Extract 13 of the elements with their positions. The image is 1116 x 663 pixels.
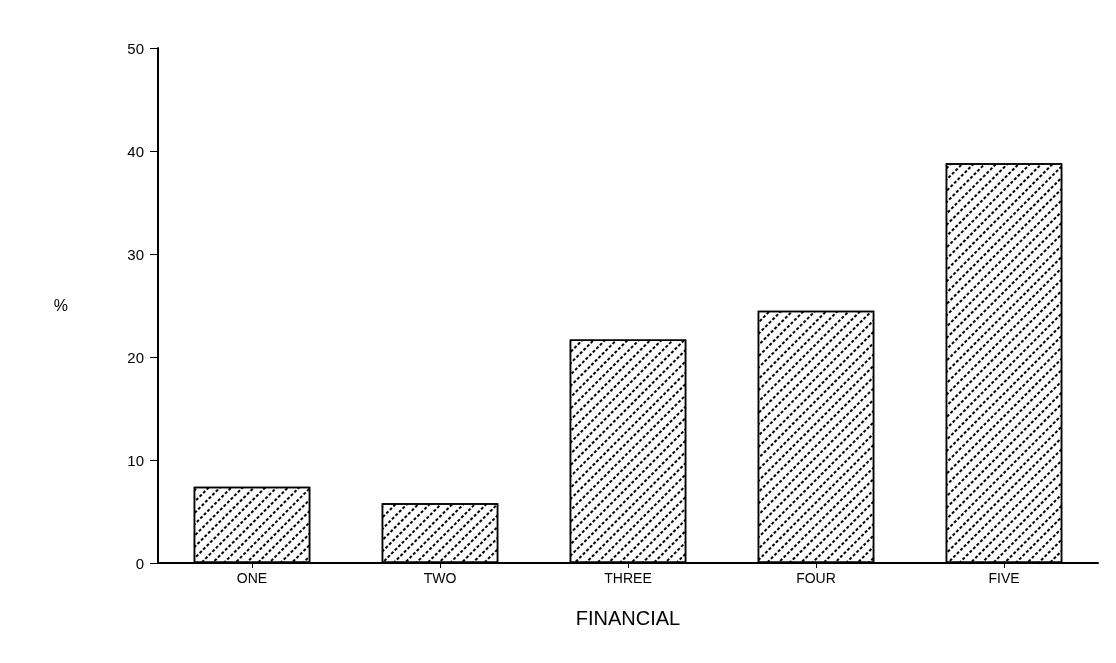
y-tick-label: 20 [127, 348, 144, 366]
x-tick-label: ONE [236, 570, 268, 586]
x-tick-label: TWO [423, 570, 457, 586]
y-tick-label: 50 [127, 39, 144, 57]
y-tick-label: 40 [127, 142, 144, 160]
x-tick-label: THREE [604, 570, 652, 586]
y-tick-label: 0 [135, 554, 144, 572]
x-tick-label: FIVE [988, 570, 1020, 586]
y-tick-label: 30 [127, 245, 144, 263]
y-axis-title: % [53, 297, 68, 314]
x-tick-label: FOUR [796, 570, 836, 586]
y-tick-label: 10 [127, 451, 144, 469]
x-axis-title: FINANCIAL [575, 607, 681, 629]
